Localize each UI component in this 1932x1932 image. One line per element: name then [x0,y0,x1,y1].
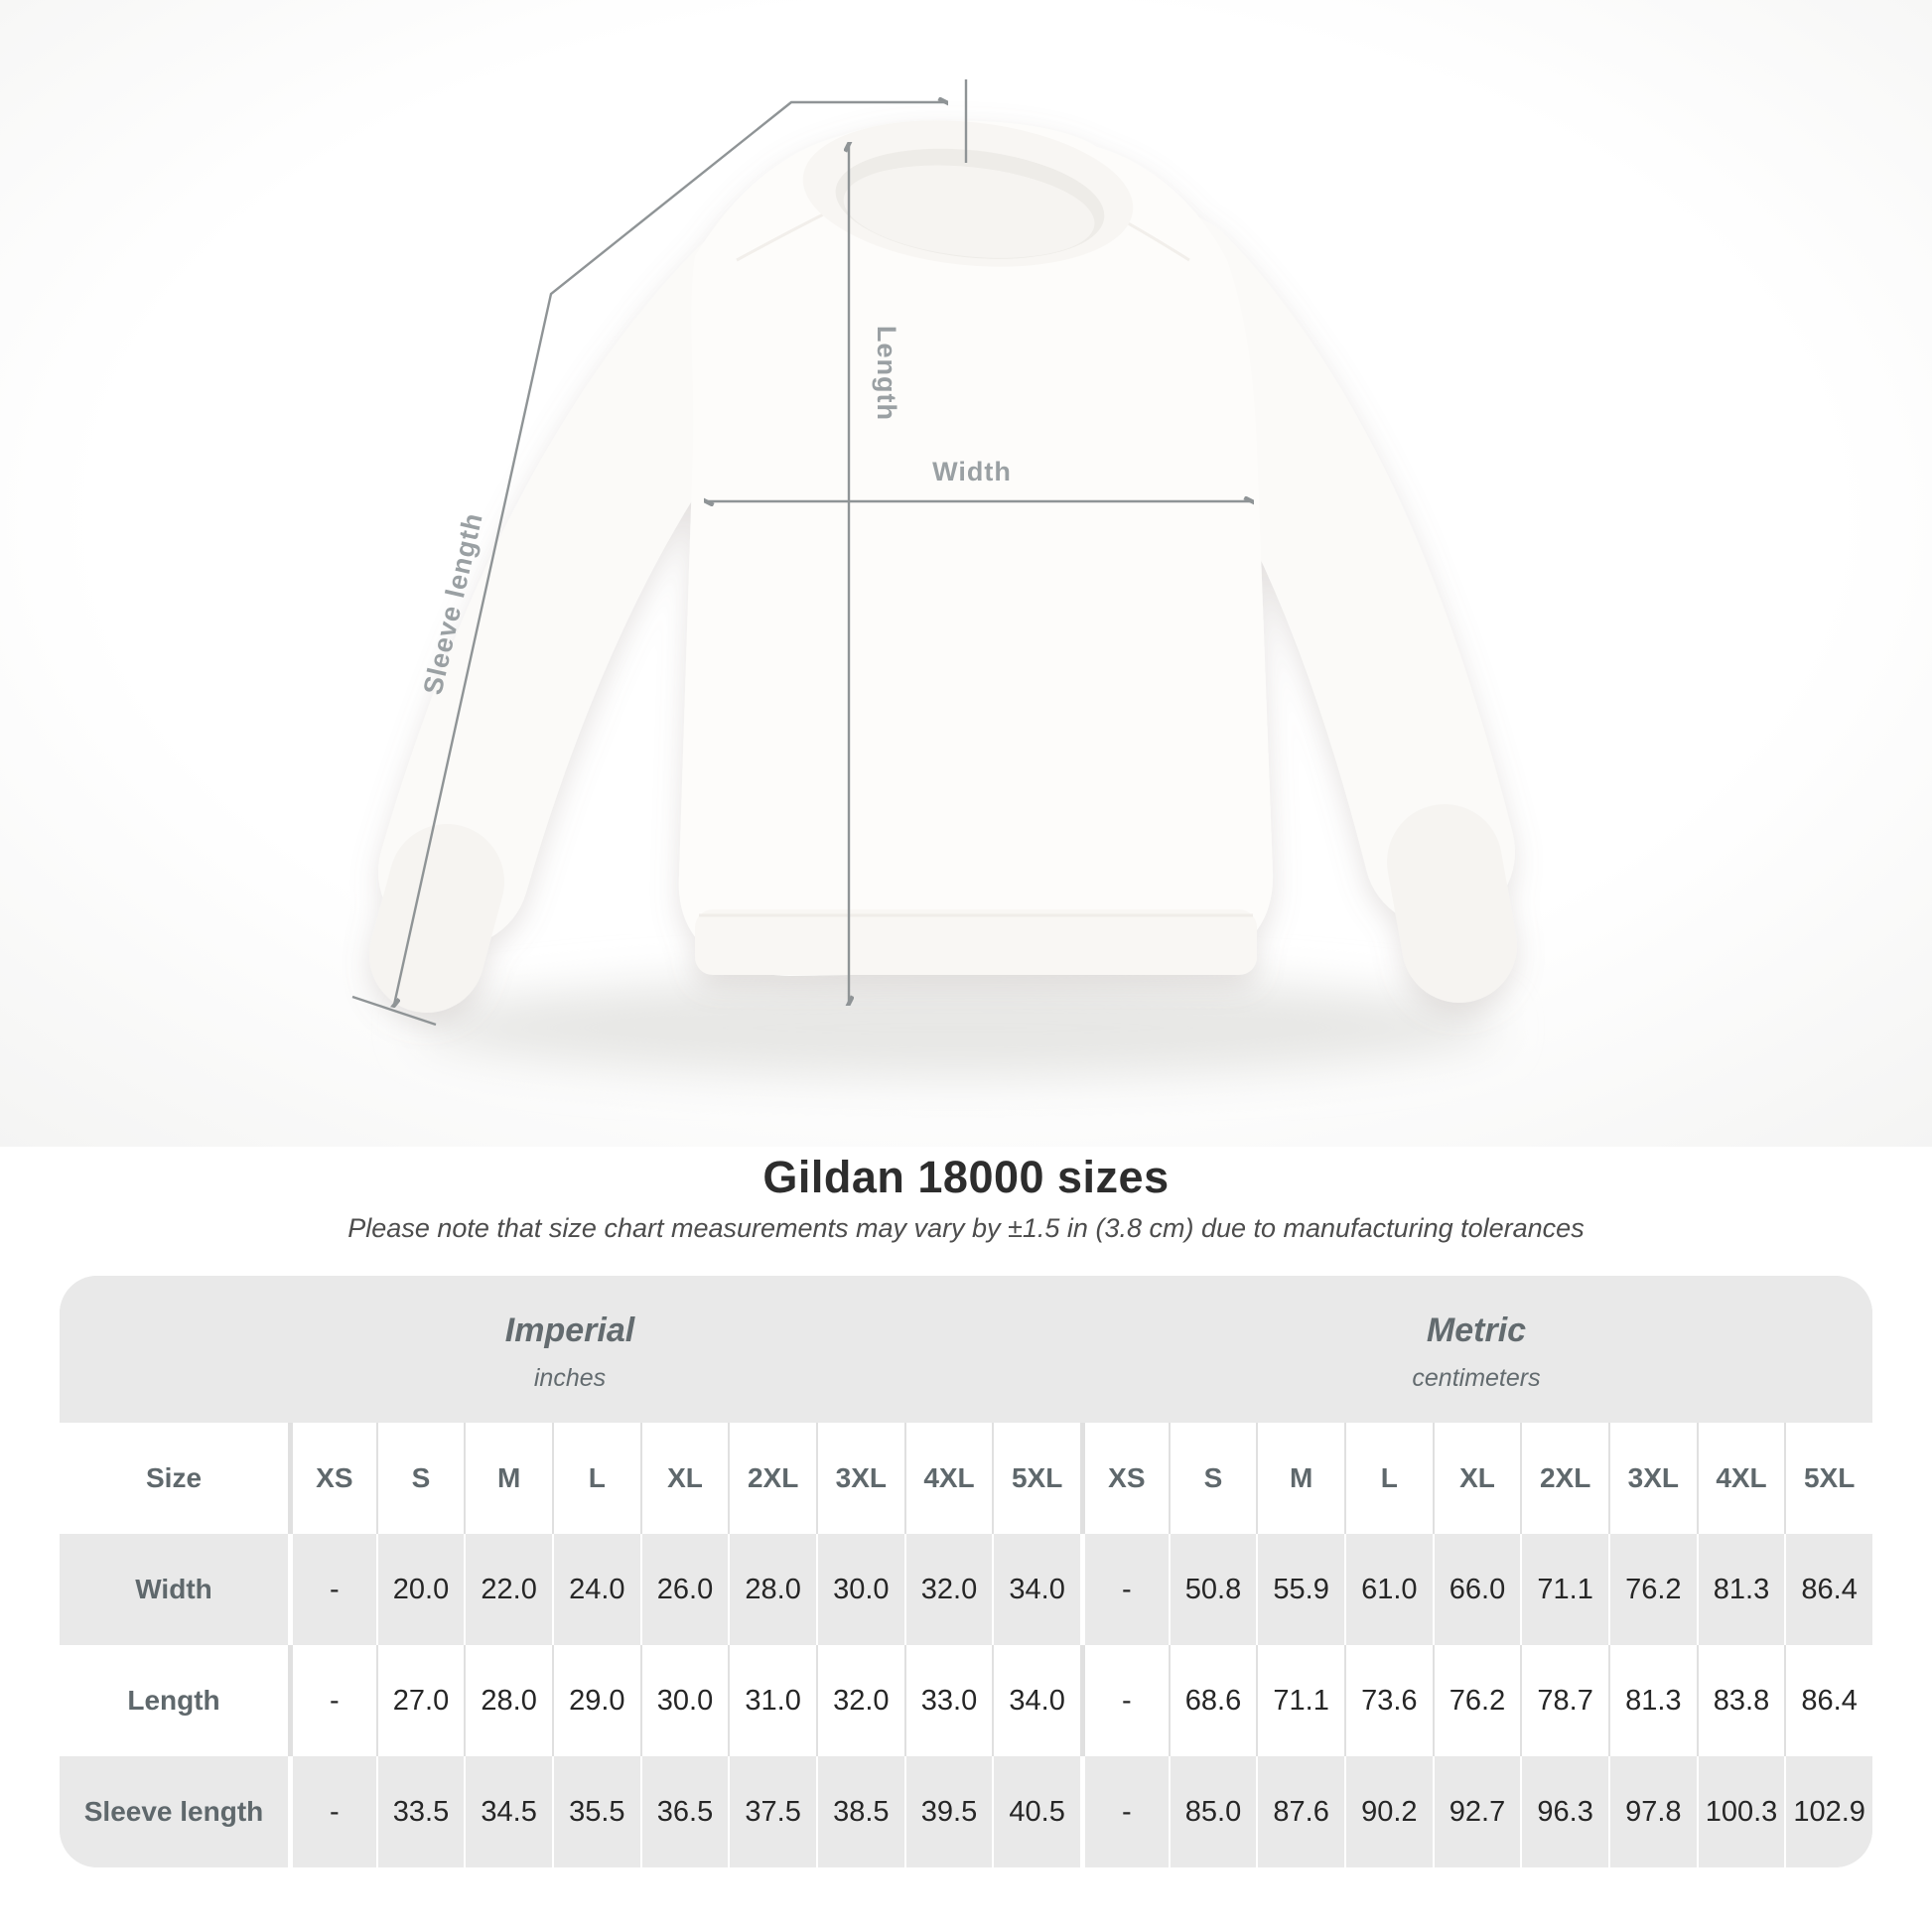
cell-imperial: 30.0 [639,1645,729,1756]
metric-section-header: Metric centimeters [1080,1276,1872,1423]
cell-imperial: 39.5 [903,1756,993,1867]
right-cuff [1387,804,1517,1003]
cell-imperial: 26.0 [639,1534,729,1645]
hem-band [695,909,1257,975]
cell-imperial: 33.5 [375,1756,465,1867]
cell-imperial: 28.0 [464,1645,552,1756]
col-header-metric-3xl: 3XL [1607,1423,1697,1534]
cell-imperial: 34.5 [464,1756,552,1867]
col-header-metric-m: M [1256,1423,1344,1534]
cell-metric: 97.8 [1607,1756,1697,1867]
cell-metric: 68.6 [1168,1645,1257,1756]
cell-metric: 81.3 [1696,1534,1785,1645]
cell-metric: 50.8 [1168,1534,1257,1645]
cell-imperial: 30.0 [815,1534,904,1645]
col-header-imperial-m: M [464,1423,552,1534]
col-header-imperial-xs: XS [288,1423,376,1534]
size-grid: Size XS S M L XL 2XL 3XL 4XL 5XL XS S M L XL 2XL 3XL 4XL 5… [60,1423,1872,1867]
col-header-size: Size [60,1423,288,1534]
cell-imperial: 38.5 [815,1756,904,1867]
col-header-imperial-s: S [375,1423,465,1534]
imperial-section-header: Imperial inches [60,1276,1080,1423]
sleeve-cuff-tick [351,995,437,1027]
page-title: Gildan 18000 sizes [762,1152,1170,1202]
cell-metric: - [1079,1756,1169,1867]
cell-metric: 73.6 [1343,1645,1433,1756]
col-header-metric-2xl: 2XL [1520,1423,1608,1534]
col-header-imperial-4xl: 4XL [903,1423,993,1534]
cell-metric: 102.9 [1784,1756,1872,1867]
cell-imperial: 28.0 [728,1534,816,1645]
cell-metric: 71.1 [1520,1534,1608,1645]
row-label-length: Length [60,1645,288,1756]
cell-imperial: 22.0 [464,1534,552,1645]
cell-metric: 76.2 [1432,1645,1521,1756]
cell-metric: 83.8 [1696,1645,1785,1756]
cell-metric: 96.3 [1520,1756,1608,1867]
cell-imperial: 20.0 [375,1534,465,1645]
cell-metric: - [1079,1645,1169,1756]
cell-metric: 86.4 [1784,1534,1872,1645]
garment-shadow [417,976,1499,1079]
sweatshirt-diagram: Length Width Sleeve length [0,0,1932,1147]
cell-imperial: - [288,1756,376,1867]
col-header-metric-xl: XL [1432,1423,1521,1534]
imperial-unit: inches [533,1364,607,1392]
cell-imperial: 31.0 [728,1645,816,1756]
cell-imperial: - [288,1534,376,1645]
units-band: Imperial inches Metric centimeters [60,1276,1872,1423]
cell-imperial: 34.0 [992,1645,1080,1756]
cell-metric: 100.3 [1696,1756,1785,1867]
cell-metric: 86.4 [1784,1645,1872,1756]
cell-imperial: 35.5 [551,1756,640,1867]
metric-unit: centimeters [1412,1364,1541,1392]
cell-imperial: 32.0 [903,1534,993,1645]
cell-metric: 92.7 [1432,1756,1521,1867]
col-header-imperial-3xl: 3XL [815,1423,904,1534]
cell-imperial: - [288,1645,376,1756]
cell-metric: 78.7 [1520,1645,1608,1756]
col-header-metric-5xl: 5XL [1784,1423,1872,1534]
cell-imperial: 24.0 [551,1534,640,1645]
cell-metric: 85.0 [1168,1756,1257,1867]
size-table: Imperial inches Metric centimeters Size X… [60,1276,1872,1867]
cell-imperial: 37.5 [728,1756,816,1867]
col-header-imperial-xl: XL [639,1423,729,1534]
cell-metric: 71.1 [1256,1645,1344,1756]
col-header-metric-xs: XS [1079,1423,1169,1534]
width-dimension-label: Width [932,457,1012,486]
cell-metric: 76.2 [1607,1534,1697,1645]
cell-metric: 66.0 [1432,1534,1521,1645]
col-header-imperial-2xl: 2XL [728,1423,816,1534]
imperial-label: Imperial [504,1311,635,1349]
metric-label: Metric [1426,1311,1527,1349]
col-header-metric-l: L [1343,1423,1433,1534]
cell-metric: 90.2 [1343,1756,1433,1867]
tolerance-note: Please note that size chart measurements… [347,1213,1585,1243]
col-header-metric-4xl: 4XL [1696,1423,1785,1534]
col-header-imperial-5xl: 5XL [992,1423,1080,1534]
cell-imperial: 36.5 [639,1756,729,1867]
cell-imperial: 32.0 [815,1645,904,1756]
col-header-metric-s: S [1168,1423,1257,1534]
row-label-sleeve-length: Sleeve length [60,1756,288,1867]
cell-imperial: 27.0 [375,1645,465,1756]
cell-metric: 61.0 [1343,1534,1433,1645]
col-header-imperial-l: L [551,1423,640,1534]
left-cuff [369,824,504,1013]
cell-metric: 55.9 [1256,1534,1344,1645]
dimension-lines [351,79,1251,1027]
sleeve-length-line [394,102,945,1005]
cell-metric: 87.6 [1256,1756,1344,1867]
cell-metric: 81.3 [1607,1645,1697,1756]
row-label-width: Width [60,1534,288,1645]
cell-metric: - [1079,1534,1169,1645]
cell-imperial: 33.0 [903,1645,993,1756]
cell-imperial: 34.0 [992,1534,1080,1645]
cell-imperial: 40.5 [992,1756,1080,1867]
length-dimension-label: Length [872,326,901,421]
cell-imperial: 29.0 [551,1645,640,1756]
